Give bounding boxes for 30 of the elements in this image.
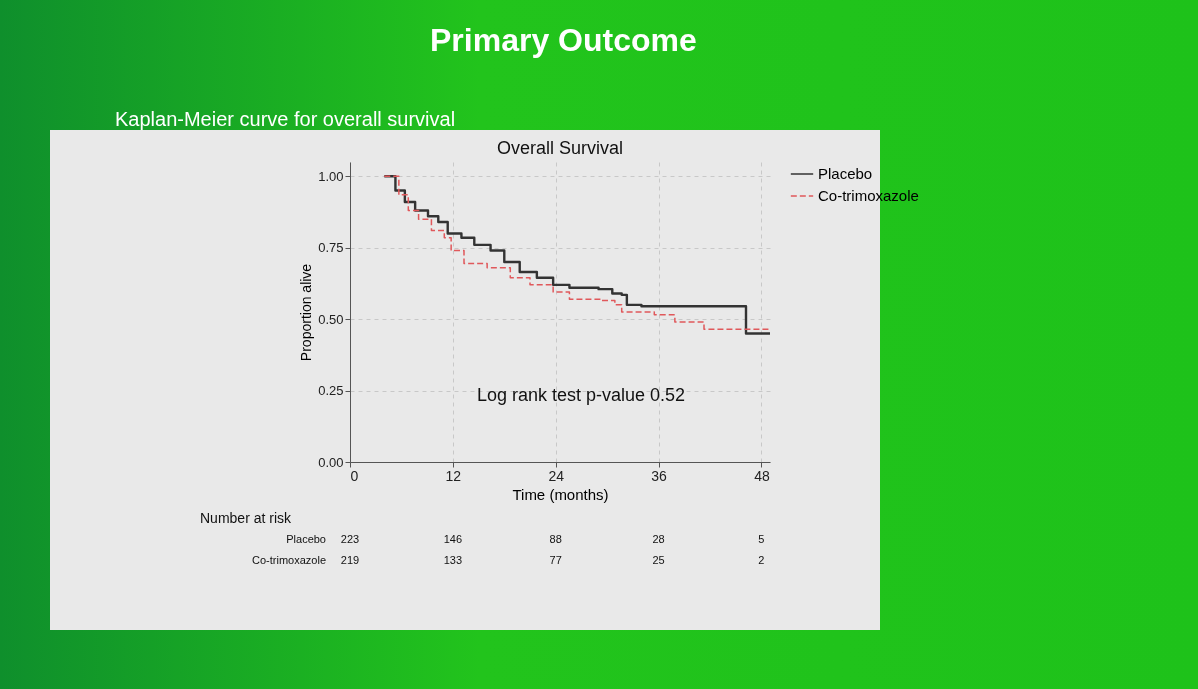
text: 133 bbox=[443, 553, 463, 566]
chart-title: Primary Outcome bbox=[430, 22, 697, 59]
text: Co-trimoxazole bbox=[252, 553, 326, 566]
text: Placebo bbox=[286, 532, 326, 545]
y-tick-label: 1.00 bbox=[318, 168, 344, 184]
x-tick-label: 24 bbox=[548, 467, 565, 484]
text: 28 bbox=[652, 532, 665, 545]
x-axis-title: Time (months) bbox=[512, 485, 609, 503]
x-tick-label: 48 bbox=[754, 467, 770, 484]
x-tick-label: 36 bbox=[651, 467, 668, 484]
text: 5 bbox=[758, 532, 765, 545]
text: Overall Survival bbox=[496, 138, 624, 158]
y-tick-label: 0.75 bbox=[318, 240, 344, 256]
x-tick-label: 12 bbox=[445, 467, 462, 484]
text: 77 bbox=[549, 553, 562, 566]
y-tick-label: 0.25 bbox=[318, 383, 344, 399]
y-tick-label: 0.50 bbox=[318, 311, 344, 327]
text: Number at risk bbox=[200, 510, 293, 526]
chart-subtitle: Kaplan-Meier curve for overall survival bbox=[115, 108, 456, 131]
legend-label: Placebo bbox=[818, 165, 873, 182]
y-tick-label: 0.00 bbox=[318, 454, 344, 470]
annotation: Log rank test p-value 0.52 bbox=[476, 385, 686, 405]
text: 223 bbox=[340, 532, 360, 545]
text: 88 bbox=[549, 532, 562, 545]
y-axis-title: Proportion alive bbox=[298, 263, 315, 362]
text: 219 bbox=[340, 553, 360, 566]
text: 25 bbox=[652, 553, 665, 566]
text: 146 bbox=[443, 532, 463, 545]
x-tick-label: 0 bbox=[350, 467, 359, 484]
text: 2 bbox=[758, 553, 765, 566]
